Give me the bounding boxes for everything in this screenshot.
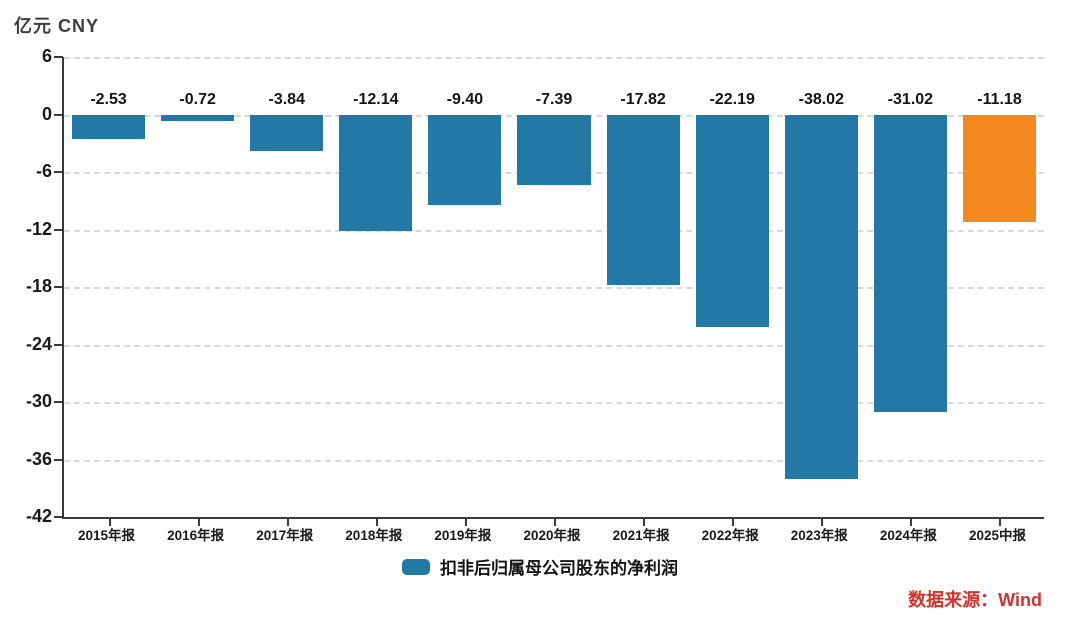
bar-value-label: -31.02 [887, 90, 934, 108]
bar-value-label: -7.39 [535, 90, 573, 108]
y-tick-mark [54, 401, 63, 403]
bar-value-label: -12.14 [353, 90, 399, 108]
x-axis-labels: 2015年报 2016年报 2017年报 2018年报 2019年报 2020年报 2021… [62, 524, 1042, 544]
bar-slot-2015年报: -2.53 [64, 57, 153, 526]
y-tick-label: -18 [25, 276, 52, 296]
legend-label: 扣非后归属母公司股东的净利润 [440, 559, 678, 578]
y-tick-mark [54, 343, 63, 346]
x-tick-label-2016年报: 2016年报 [167, 528, 225, 543]
x-tick-label-2023年报: 2023年报 [790, 528, 848, 543]
bar-slot-2018年报: -12.14 [331, 57, 420, 526]
x-tick-mark [375, 519, 378, 526]
x-tick-label-2019年报: 2019年报 [434, 528, 492, 543]
y-tick-mark [54, 458, 63, 461]
bar-value-label: -3.84 [268, 90, 305, 108]
x-tick-label-2024年报: 2024年报 [879, 528, 937, 543]
x-tick-label-2022年报: 2022年报 [701, 528, 759, 543]
x-tick-mark [643, 519, 646, 526]
bar-value-label: -9.40 [446, 90, 484, 108]
bar-2018年报[interactable] [339, 114, 413, 231]
bar-series: -2.53 -0.72 -3.84 -12.14 -9.40 -7.39 -17.82 -22… [64, 57, 1044, 526]
bar-2019年报[interactable] [428, 114, 502, 205]
bar-value-label: -38.02 [798, 90, 844, 108]
bar-slot-2019年报: -9.40 [420, 57, 509, 526]
bar-slot-2024年报: -31.02 [866, 57, 955, 526]
x-tick-mark [197, 519, 200, 526]
bar-slot-2017年报: -3.84 [242, 57, 331, 526]
bar-2017年报[interactable] [250, 114, 324, 152]
x-tick-mark [554, 519, 557, 526]
y-tick-mark [54, 516, 63, 518]
bar-value-label: -0.72 [179, 90, 216, 108]
bar-2020年报[interactable] [517, 114, 591, 186]
bar-value-label: -11.18 [977, 90, 1022, 108]
x-tick-label-2021年报: 2021年报 [612, 528, 670, 543]
bar-slot-2016年报: -0.72 [153, 57, 242, 526]
x-tick-mark [999, 519, 1002, 526]
y-tick-label: -30 [25, 391, 52, 411]
y-tick-mark [54, 113, 63, 116]
y-tick-mark [54, 286, 63, 288]
y-tick-label: -12 [25, 218, 52, 239]
bar-slot-2021年报: -17.82 [599, 57, 688, 526]
gridline [64, 57, 1044, 59]
x-tick-label-2015年报: 2015年报 [78, 528, 136, 543]
x-tick-mark [821, 519, 824, 526]
x-tick-mark [910, 519, 913, 526]
y-tick-label: -24 [25, 333, 52, 354]
y-tick-label: 0 [41, 103, 52, 124]
bar-2022年报[interactable] [695, 114, 769, 328]
y-tick-mark [54, 171, 63, 173]
x-tick-label-2017年报: 2017年报 [256, 528, 314, 543]
gridline [64, 229, 1044, 232]
bar-value-label: -17.82 [620, 90, 666, 108]
y-tick-mark [54, 228, 63, 231]
x-tick-mark [732, 519, 735, 526]
y-tick-label: -42 [25, 506, 52, 526]
y-axis-unit-label: 亿元 CNY [14, 16, 100, 36]
x-tick-mark [108, 519, 111, 526]
legend: 扣非后归属母公司股东的净利润 [0, 554, 1080, 579]
bar-slot-2023年报: -38.02 [777, 57, 866, 526]
x-tick-mark [464, 519, 467, 526]
gridline [64, 344, 1044, 347]
x-tick-mark [286, 519, 289, 526]
bar-value-label: -22.19 [709, 90, 755, 108]
bar-2023年报[interactable] [784, 114, 858, 479]
y-tick-mark [54, 56, 63, 58]
gridline [64, 459, 1044, 462]
x-tick-label-2018年报: 2018年报 [345, 528, 403, 543]
gridline [64, 287, 1044, 289]
bar-2025中报[interactable] [962, 114, 1036, 222]
bar-slot-2025中报: -11.18 [955, 57, 1044, 526]
gridline [64, 402, 1044, 404]
bar-2021年报[interactable] [606, 114, 680, 286]
data-source-label: 数据来源：Wind [908, 590, 1042, 610]
bar-2015年报[interactable] [72, 114, 146, 139]
y-tick-label: 6 [41, 46, 52, 66]
legend-swatch-icon [402, 558, 430, 575]
bar-slot-2020年报: -7.39 [509, 57, 598, 526]
x-tick-label-2025中报: 2025中报 [968, 528, 1026, 543]
y-tick-label: -36 [25, 448, 52, 469]
bar-slot-2022年报: -22.19 [688, 57, 777, 526]
plot-area: 6 0 -6 -12 -18 -24 -30 -36 -42 -2.53 -0.72 -3.84 -12… [26, 46, 1044, 526]
bar-value-label: -2.53 [90, 90, 127, 108]
bar-2016年报[interactable] [161, 114, 235, 122]
x-tick-label-2020年报: 2020年报 [523, 528, 581, 543]
y-tick-label: -6 [35, 161, 52, 181]
bar-2024年报[interactable] [873, 114, 947, 412]
